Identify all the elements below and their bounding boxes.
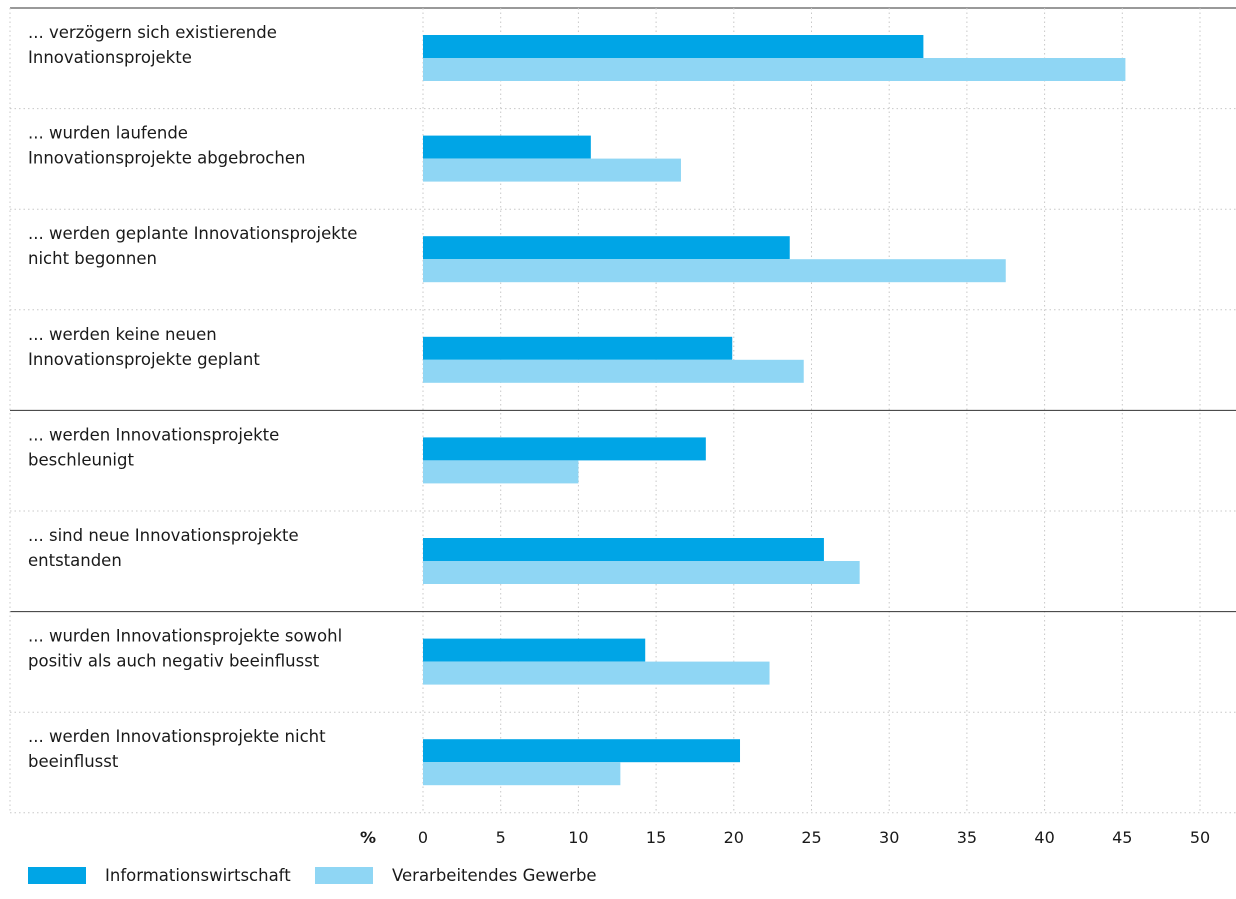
category-label-line: entstanden bbox=[28, 551, 122, 570]
category-label-line: nicht begonnen bbox=[28, 249, 157, 268]
bar-verarbeitendes-gewerbe-6 bbox=[423, 561, 860, 584]
bar-verarbeitendes-gewerbe-5 bbox=[423, 460, 579, 484]
category-label-line: Innovationsprojekte abgebrochen bbox=[28, 149, 305, 168]
bar-verarbeitendes-gewerbe-1 bbox=[423, 58, 1126, 81]
category-label-line: beeinflusst bbox=[28, 752, 119, 771]
category-label-2: ... wurden laufende Innovationsprojekte a… bbox=[28, 124, 305, 168]
x-axis-unit-label: % bbox=[360, 828, 376, 847]
x-tick-label-15: 15 bbox=[646, 828, 666, 847]
category-label-line: ... wurden Innovationsprojekte sowohl bbox=[28, 627, 342, 646]
x-tick-label-5: 5 bbox=[496, 828, 506, 847]
bar-verarbeitendes-gewerbe-4 bbox=[423, 359, 804, 383]
category-label-line: Innovationsprojekte geplant bbox=[28, 350, 260, 369]
bar-verarbeitendes-gewerbe-7 bbox=[423, 661, 770, 685]
category-label-line: ... sind neue Innovationsprojekte bbox=[28, 526, 299, 545]
x-tick-label-50: 50 bbox=[1190, 828, 1210, 847]
category-label-5: ... werden Innovationsprojekte beschleuni… bbox=[28, 425, 279, 469]
bar-verarbeitendes-gewerbe-8 bbox=[423, 762, 621, 786]
bar-verarbeitendes-gewerbe-2 bbox=[423, 158, 681, 182]
x-tick-label-30: 30 bbox=[879, 828, 899, 847]
x-tick-label-20: 20 bbox=[724, 828, 744, 847]
legend-swatch-informationswirtschaft bbox=[28, 867, 86, 884]
category-label-line: positiv als auch negativ beeinflusst bbox=[28, 652, 320, 671]
category-label-6: ... sind neue Innovationsprojekte entstan… bbox=[28, 526, 299, 570]
category-label-1: ... verzögern sich existierende Innovatio… bbox=[28, 23, 277, 67]
bar-verarbeitendes-gewerbe-3 bbox=[423, 259, 1006, 283]
category-label-line: ... werden keine neuen bbox=[28, 325, 217, 344]
bar-informationswirtschaft-1 bbox=[423, 35, 924, 58]
x-tick-label-35: 35 bbox=[957, 828, 977, 847]
category-label-8: ... werden Innovationsprojekte nicht beei… bbox=[28, 727, 326, 771]
category-label-line: ... werden geplante Innovationsprojekte bbox=[28, 224, 357, 243]
category-label-line: ... wurden laufende bbox=[28, 124, 188, 143]
x-tick-label-40: 40 bbox=[1034, 828, 1054, 847]
bar-informationswirtschaft-8 bbox=[423, 739, 741, 763]
category-label-3: ... werden geplante Innovationsprojekte n… bbox=[28, 224, 357, 268]
legend-label-informationswirtschaft: Informationswirtschaft bbox=[105, 866, 291, 885]
category-label-line: ... werden Innovationsprojekte bbox=[28, 425, 279, 444]
category-label-line: beschleunigt bbox=[28, 450, 134, 469]
legend-swatch-verarbeitendes-gewerbe bbox=[315, 867, 373, 884]
category-label-4: ... werden keine neuen Innovationsprojekt… bbox=[28, 325, 260, 369]
legend-label-verarbeitendes-gewerbe: Verarbeitendes Gewerbe bbox=[392, 866, 597, 885]
bar-informationswirtschaft-5 bbox=[423, 437, 706, 461]
bar-informationswirtschaft-2 bbox=[423, 135, 591, 159]
category-label-line: Innovationsprojekte bbox=[28, 48, 192, 67]
bar-informationswirtschaft-7 bbox=[423, 638, 646, 662]
x-tick-label-0: 0 bbox=[418, 828, 428, 847]
bar-informationswirtschaft-3 bbox=[423, 236, 790, 260]
category-label-line: ... werden Innovationsprojekte nicht bbox=[28, 727, 326, 746]
bar-informationswirtschaft-4 bbox=[423, 336, 733, 360]
category-label-7: ... wurden Innovationsprojekte sowohl pos… bbox=[28, 627, 342, 671]
x-tick-label-10: 10 bbox=[568, 828, 588, 847]
bar-informationswirtschaft-6 bbox=[423, 538, 824, 561]
category-label-line: ... verzögern sich existierende bbox=[28, 23, 277, 42]
x-tick-label-25: 25 bbox=[801, 828, 821, 847]
x-tick-label-45: 45 bbox=[1112, 828, 1132, 847]
